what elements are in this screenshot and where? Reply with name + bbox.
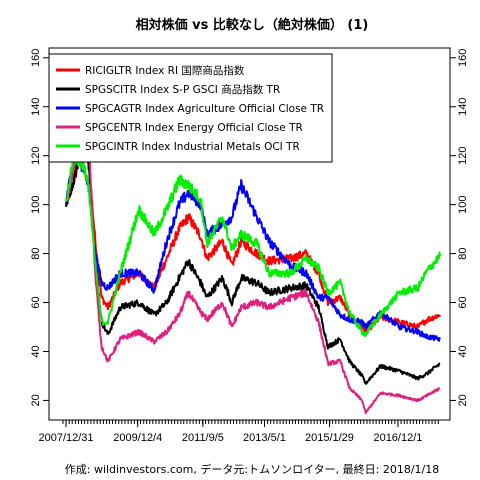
- y-right-tick-label: 60: [457, 296, 469, 308]
- y-left-tick-label: 60: [30, 296, 42, 308]
- y-left-tick-label: 20: [30, 394, 42, 406]
- x-tick-label: 2016/12/1: [373, 432, 422, 444]
- y-right-tick-label: 160: [457, 49, 469, 67]
- legend-label: SPGCENTR Index Energy Official Close TR: [85, 122, 303, 134]
- legend: RICIGLTR Index RI 国際商品指数 SPGSCITR Index S…: [49, 54, 332, 162]
- x-tick-label: 2015/1/29: [305, 432, 354, 444]
- chart-title: 相対株価 vs 比較なし（絶対株価） (1): [136, 17, 369, 33]
- legend-label: RICIGLTR Index RI 国際商品指数: [85, 64, 245, 77]
- legend-label: SPGCINTR Index Industrial Metals OCI TR: [85, 141, 300, 153]
- y-right-tick-label: 120: [457, 147, 469, 165]
- x-tick-label: 2007/12/31: [38, 432, 93, 444]
- x-tick-label: 2009/12/4: [113, 432, 162, 444]
- y-right-tick-label: 20: [457, 394, 469, 406]
- x-axis: 2007/12/31 2009/12/4 2011/9/5 2013/5/1 2015/…: [38, 420, 438, 444]
- y-right-tick-label: 40: [457, 345, 469, 357]
- chart-caption: 作成: wildinvestors.com, データ元:トムソンロイター, 最終…: [65, 462, 439, 476]
- y-left-tick-label: 120: [30, 147, 42, 165]
- legend-label: SPGCAGTR Index Agriculture Official Clos…: [85, 103, 324, 115]
- y-right-tick-label: 100: [457, 195, 469, 213]
- y-axis-right: 20 40 60 80 100 120 140 160: [450, 49, 469, 407]
- series-line-2: [66, 129, 440, 384]
- y-left-tick-label: 40: [30, 345, 42, 357]
- x-tick-label: 2013/5/1: [243, 432, 286, 444]
- y-right-tick-label: 140: [457, 98, 469, 116]
- y-axis-left: 20 40 60 80 100 120 140 160: [30, 49, 49, 407]
- y-right-tick-label: 80: [457, 247, 469, 259]
- y-left-tick-label: 140: [30, 98, 42, 116]
- y-left-tick-label: 160: [30, 49, 42, 67]
- legend-label: SPGSCITR Index S-P GSCI 商品指数 TR: [85, 83, 280, 96]
- y-left-tick-label: 100: [30, 195, 42, 213]
- x-tick-label: 2011/9/5: [182, 432, 224, 444]
- y-left-tick-label: 80: [30, 247, 42, 259]
